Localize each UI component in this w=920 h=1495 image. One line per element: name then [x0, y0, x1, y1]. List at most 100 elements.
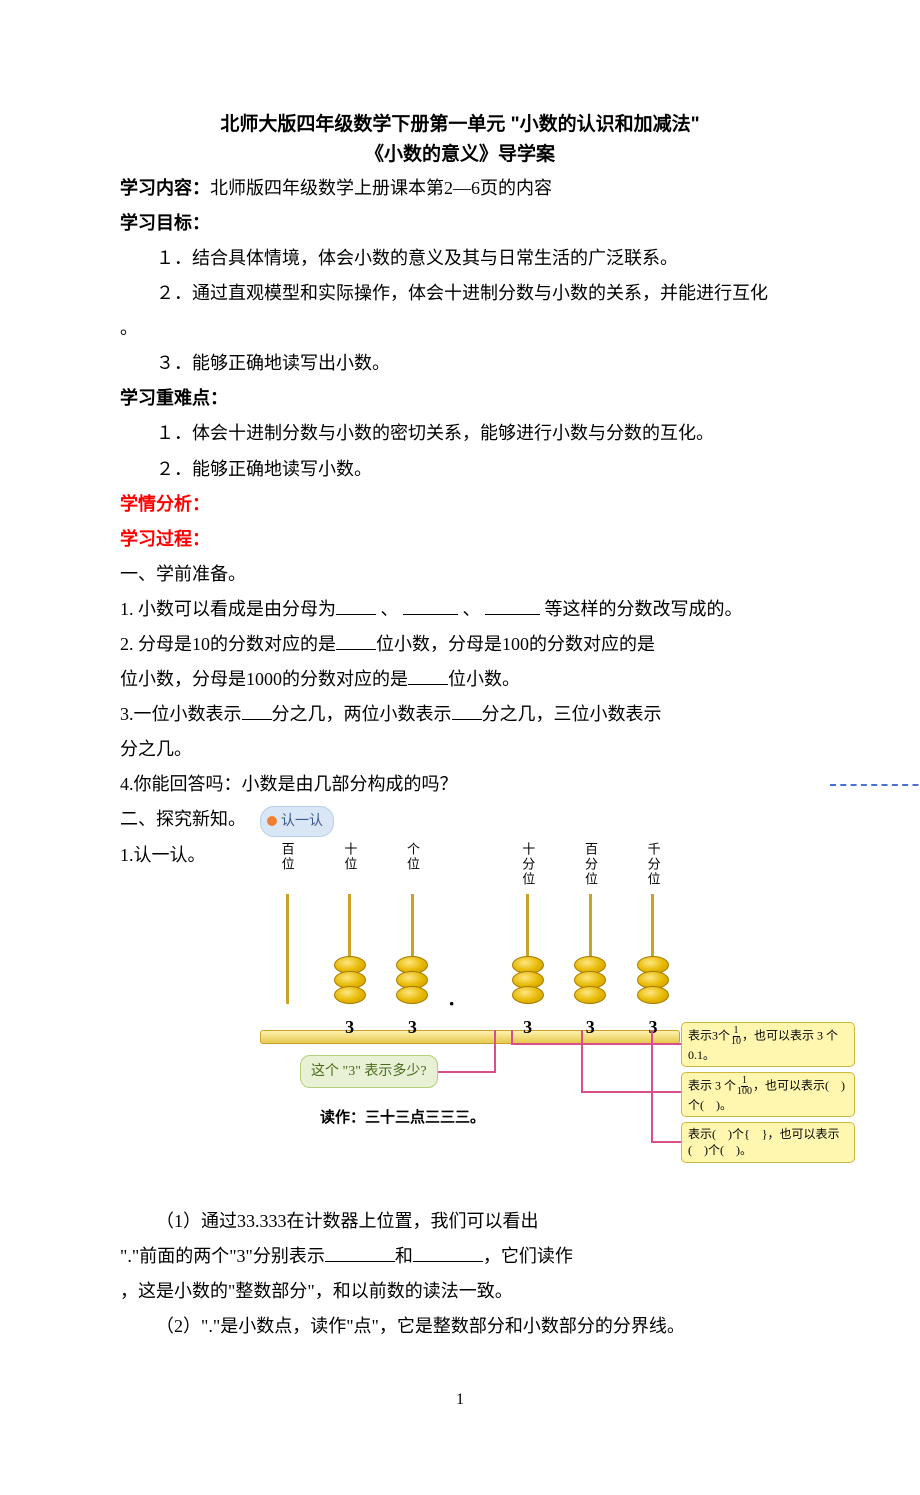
document-page: 北师大版四年级数学下册第一单元 "小数的认识和加减法" 《小数的意义》导学案 学… [0, 0, 920, 1495]
stick [260, 894, 314, 1004]
fraction-icon: 110 [731, 1026, 741, 1047]
q3-mid2: 分之几，三位小数表示 [482, 704, 662, 724]
prep-header: 一、学前准备。 [120, 557, 800, 592]
note-box-1: 表示3个110，也可以表示 3 个 0.1。 [681, 1022, 855, 1068]
stick [563, 894, 617, 1004]
question-3b: 分之几。 [120, 732, 800, 767]
renyi-badge: 认一认 [260, 806, 334, 837]
question-1: 1. 小数可以看成是由分母为 、 、 等这样的分数改写成的。 [120, 592, 800, 627]
gap: · [448, 842, 492, 1032]
p1-text: "."前面的两个"3"分别表示 [120, 1246, 325, 1266]
col-hundredths: 百分位 3 [563, 842, 617, 1032]
question-bubble-wrap: 这个 "3" 表示多少? [300, 1052, 438, 1088]
read-line: 读作：三十三点三三三。 [320, 1104, 485, 1133]
col-hundreds: 百位 [260, 842, 314, 1032]
question-2b: 位小数，分母是1000的分数对应的是 位小数。 [120, 662, 800, 697]
stick [385, 894, 439, 1004]
abacus-diagram: 认一认 百位 十位 3 个位 [260, 802, 800, 1203]
col-label: 十分位 [515, 842, 540, 894]
goal-1: １．结合具体情境，体会小数的意义及其与日常生活的广泛联系。 [120, 241, 800, 276]
question-3: 3.一位小数表示 分之几，两位小数表示 分之几，三位小数表示 [120, 697, 800, 732]
difficulties-label: 学习重难点： [120, 381, 800, 416]
col-label: 百分位 [578, 842, 603, 894]
digit: 3 [523, 1010, 532, 1032]
col-tens: 十位 3 [323, 842, 377, 1032]
title-line-2: 《小数的意义》导学案 [120, 140, 800, 170]
blank[interactable] [336, 631, 376, 650]
bead-icon [637, 986, 669, 1004]
abacus: 百位 十位 3 个位 3 [260, 842, 680, 1044]
badge-label: 认一认 [281, 808, 323, 835]
blank[interactable] [413, 1243, 483, 1262]
bead-icon [512, 986, 544, 1004]
note-box-2: 表示 3 个1100，也可以表示( )个( )。 [681, 1072, 855, 1118]
blank[interactable] [408, 666, 448, 685]
q1-pre: 1. 小数可以看成是由分母为 [120, 599, 336, 619]
section-two-wrap: 二、探究新知。 1.认一认。 认一认 百位 十位 [120, 802, 800, 1203]
study-content-text: 北师版四年级数学上册课本第2—6页的内容 [210, 178, 552, 198]
goal-2: ２．通过直观模型和实际操作，体会十进制分数与小数的关系，并能进行互化 [120, 276, 800, 311]
question-2: 2. 分母是10的分数对应的是 位小数，分母是100的分数对应的是 [120, 627, 800, 662]
goal-2-tail: 。 [120, 311, 800, 346]
decimal-point: · [448, 1004, 492, 1026]
difficulty-2: ２．能够正确地读写小数。 [120, 452, 800, 487]
q3-mid1: 分之几，两位小数表示 [272, 704, 452, 724]
section-left: 二、探究新知。 1.认一认。 [120, 802, 250, 872]
digit: 3 [586, 1010, 595, 1032]
badge-dot-icon [267, 816, 277, 826]
note-text: 表示 3 个 [688, 1078, 736, 1092]
process-label: 学习过程： [120, 522, 800, 557]
title-line-1: 北师大版四年级数学下册第一单元 "小数的认识和加减法" [120, 110, 800, 140]
blank[interactable] [336, 596, 376, 615]
explore-item-1: 1.认一认。 [120, 838, 250, 873]
p1-text: 和 [395, 1246, 413, 1266]
digit: 3 [408, 1010, 417, 1032]
q1-post: 等这样的分数改写成的。 [540, 599, 743, 619]
difficulty-1: １．体会十进制分数与小数的密切关系，能够进行小数与分数的互化。 [120, 416, 800, 451]
stick [626, 894, 680, 1004]
blank[interactable] [242, 701, 272, 720]
study-content-label: 学习内容： [120, 178, 210, 198]
col-label: 十位 [337, 842, 362, 894]
note-box-3: 表示( )个{ }，也可以表示( )个( )。 [681, 1122, 855, 1164]
blank[interactable] [325, 1243, 395, 1262]
fraction-icon: 1100 [737, 1076, 752, 1097]
q3-pre: 3.一位小数表示 [120, 704, 242, 724]
paragraph-1-line1: （1）通过33.333在计数器上位置，我们可以看出 [120, 1204, 800, 1239]
q2-mid1: 位小数，分母是100的分数对应的是 [376, 634, 655, 654]
col-label: 千分位 [640, 842, 665, 894]
paragraph-2: （2）"."是小数点，读作"点"，它是整数部分和小数部分的分界线。 [120, 1309, 800, 1344]
q2-pre: 2. 分母是10的分数对应的是 [120, 634, 336, 654]
col-label: 百位 [274, 842, 299, 894]
paragraph-1-line3: ，这是小数的"整数部分"，和以前数的读法一致。 [120, 1274, 800, 1309]
abacus-columns: 百位 十位 3 个位 3 [260, 842, 680, 1032]
stick [323, 894, 377, 1004]
study-content-line: 学习内容：北师版四年级数学上册课本第2—6页的内容 [120, 171, 800, 206]
explore-header: 二、探究新知。 [120, 802, 250, 837]
bead-icon [396, 986, 428, 1004]
q1-sep2: 、 [458, 599, 485, 619]
blank[interactable] [485, 596, 540, 615]
blank[interactable] [403, 596, 458, 615]
q2-post: 位小数。 [448, 669, 520, 689]
note-text: 表示3个 [688, 1028, 730, 1042]
bead-icon [574, 986, 606, 1004]
question-4: 4.你能回答吗：小数是由几部分构成的吗？ [120, 767, 800, 802]
col-tenths: 十分位 3 [501, 842, 555, 1032]
stick [501, 894, 555, 1004]
abacus-base [260, 1030, 680, 1044]
bead-icon [334, 986, 366, 1004]
col-thousandths: 千分位 3 [626, 842, 680, 1032]
goal-3: ３．能够正确地读写出小数。 [120, 346, 800, 381]
col-ones: 个位 3 [385, 842, 439, 1032]
digit: 3 [648, 1010, 657, 1032]
paragraph-1-line2: "."前面的两个"3"分别表示 和 ，它们读作 [120, 1239, 800, 1274]
blank[interactable] [452, 701, 482, 720]
q1-sep1: 、 [376, 599, 403, 619]
p1-text: ，它们读作 [483, 1246, 573, 1266]
question-bubble: 这个 "3" 表示多少? [300, 1055, 438, 1088]
digit: 3 [345, 1010, 354, 1032]
col-label: 个位 [400, 842, 425, 894]
q2-mid2: 位小数，分母是1000的分数对应的是 [120, 669, 408, 689]
dash-decoration [830, 784, 920, 786]
